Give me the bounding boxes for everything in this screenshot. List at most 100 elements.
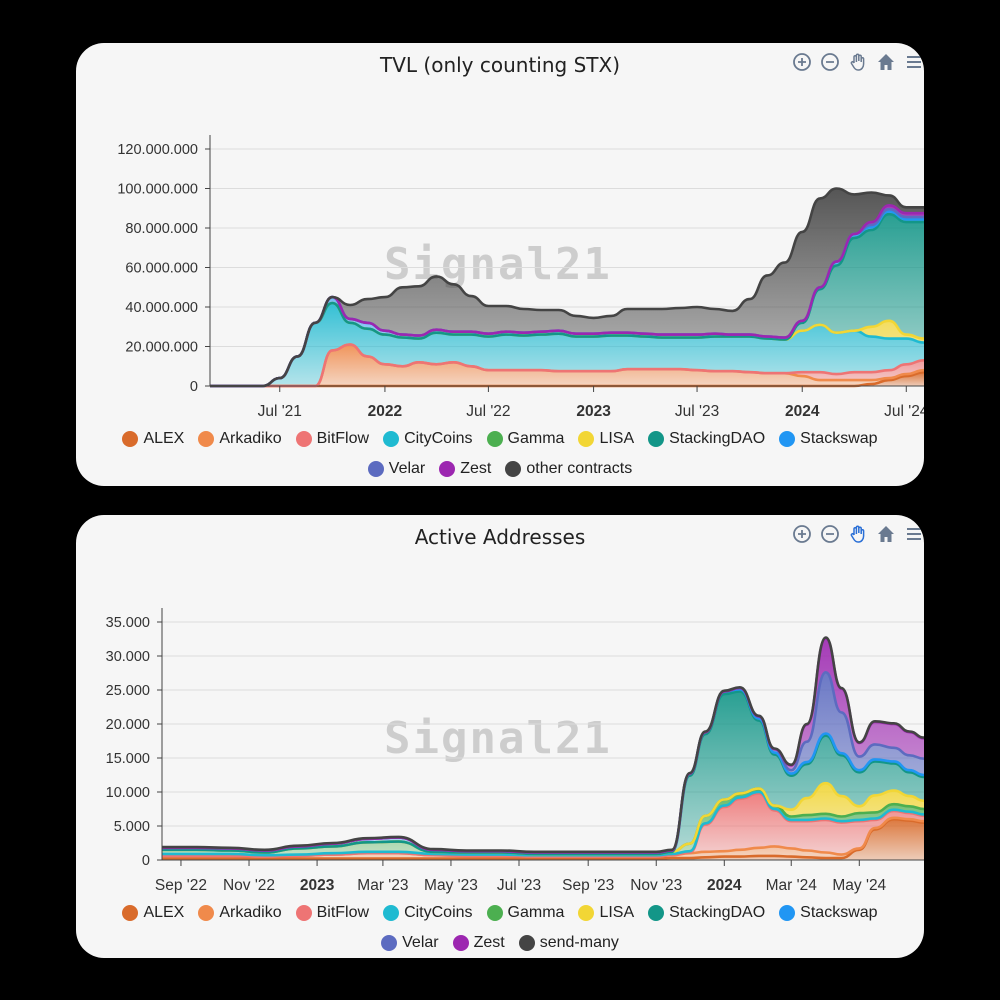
legend-item-zest[interactable]: Zest bbox=[452, 934, 505, 952]
line-bitflow bbox=[210, 343, 924, 388]
legend-item-stackingdao[interactable]: StackingDAO bbox=[648, 904, 765, 922]
legend-swatch bbox=[452, 935, 469, 951]
stacked-areas bbox=[161, 636, 924, 860]
tvl-plot[interactable]: 0 20.000.000 40.000.000 60.000.000 80.000.00… bbox=[76, 43, 924, 423]
y-tick-label: 20.000.000 bbox=[125, 340, 198, 356]
x-tick-label: Nov '22 bbox=[223, 877, 275, 894]
legend-label: Stackswap bbox=[800, 904, 878, 921]
legend-item-bitflow[interactable]: BitFlow bbox=[295, 904, 369, 922]
x-tick-label: 2023 bbox=[576, 403, 611, 420]
legend-swatch bbox=[295, 431, 312, 447]
legend-item-zest[interactable]: Zest bbox=[439, 460, 491, 478]
y-tick-label: 60.000.000 bbox=[125, 261, 198, 277]
legend-label: CityCoins bbox=[404, 904, 473, 921]
active-addresses-legend: ALEX Arkadiko BitFlow CityCoins Gamma LISA Sta… bbox=[76, 904, 924, 952]
line-send-many bbox=[162, 636, 924, 854]
pan-hand-icon[interactable] bbox=[848, 51, 868, 73]
home-icon[interactable] bbox=[876, 523, 896, 545]
home-icon[interactable] bbox=[876, 51, 896, 73]
menu-icon[interactable] bbox=[904, 51, 924, 73]
area-other-contracts[interactable] bbox=[210, 188, 924, 387]
legend-swatch bbox=[295, 905, 312, 921]
legend-item-alex[interactable]: ALEX bbox=[122, 904, 184, 922]
legend-item-lisa[interactable]: LISA bbox=[578, 904, 634, 922]
legend-label: Zest bbox=[460, 460, 492, 477]
legend-item-lisa[interactable]: LISA bbox=[578, 430, 634, 448]
y-tick-label: 0 bbox=[142, 853, 150, 869]
zoom-out-icon[interactable] bbox=[820, 51, 840, 73]
legend-swatch bbox=[122, 431, 139, 447]
legend-item-velar[interactable]: Velar bbox=[367, 460, 426, 478]
zoom-out-icon[interactable] bbox=[820, 523, 840, 545]
legend-item-other-contracts[interactable]: other contracts bbox=[505, 460, 632, 478]
zoom-in-icon[interactable] bbox=[792, 523, 812, 545]
legend-item-gamma[interactable]: Gamma bbox=[486, 904, 565, 922]
x-tick-label: 2024 bbox=[707, 877, 742, 894]
chart-toolbar bbox=[792, 51, 924, 73]
x-tick-label: Mar '24 bbox=[766, 877, 818, 894]
line-alex bbox=[161, 817, 924, 860]
y-tick-label: 25.000 bbox=[106, 683, 150, 699]
legend-swatch bbox=[518, 935, 535, 951]
chart-toolbar bbox=[792, 523, 924, 545]
legend-swatch bbox=[578, 431, 595, 447]
legend-item-citycoins[interactable]: CityCoins bbox=[383, 904, 473, 922]
legend-item-bitflow[interactable]: BitFlow bbox=[295, 430, 370, 448]
y-tick-label: 35.000 bbox=[106, 615, 150, 631]
area-citycoins[interactable] bbox=[210, 303, 924, 386]
legend-label: send-many bbox=[539, 934, 619, 951]
legend-swatch bbox=[198, 905, 215, 921]
legend-item-send-many[interactable]: send-many bbox=[518, 934, 619, 952]
legend-label: CityCoins bbox=[404, 430, 473, 447]
legend-swatch bbox=[198, 431, 215, 447]
legend-swatch bbox=[439, 461, 456, 477]
legend-label: ALEX bbox=[143, 904, 185, 921]
legend-label: Gamma bbox=[507, 904, 565, 921]
x-tick-label: 2022 bbox=[368, 403, 402, 420]
legend-item-stackswap[interactable]: Stackswap bbox=[779, 904, 878, 922]
legend-label: BitFlow bbox=[316, 430, 370, 447]
legend-label: other contracts bbox=[526, 460, 633, 477]
legend-swatch bbox=[648, 431, 665, 447]
line-bitflow bbox=[162, 792, 924, 858]
x-tick-label: 2023 bbox=[300, 877, 335, 894]
tvl-legend: ALEX Arkadiko BitFlow CityCoins Gamma LISA Sta… bbox=[76, 430, 924, 478]
x-tick-label: Jul '23 bbox=[497, 877, 541, 894]
area-stackingdao[interactable] bbox=[162, 691, 924, 854]
y-tick-label: 120.000.000 bbox=[117, 142, 198, 158]
chart-title: Active Addresses bbox=[414, 525, 586, 549]
area-bitflow[interactable] bbox=[162, 793, 924, 857]
x-tick-label: Nov '23 bbox=[630, 877, 682, 894]
y-tick-label: 10.000 bbox=[106, 785, 150, 801]
active-addresses-chart-card: Active Addresses Signal21 0 5.000 10.000 15… bbox=[76, 515, 924, 958]
legend-swatch bbox=[383, 431, 400, 447]
y-tick-label: 15.000 bbox=[106, 751, 150, 767]
y-tick-label: 100.000.000 bbox=[117, 182, 198, 198]
pan-hand-icon[interactable] bbox=[848, 523, 868, 545]
menu-icon[interactable] bbox=[904, 523, 924, 545]
legend-item-arkadiko[interactable]: Arkadiko bbox=[198, 904, 282, 922]
legend-item-gamma[interactable]: Gamma bbox=[486, 430, 564, 448]
zoom-in-icon[interactable] bbox=[792, 51, 812, 73]
legend-label: Velar bbox=[388, 460, 426, 477]
legend-swatch bbox=[381, 935, 398, 951]
legend-swatch bbox=[648, 905, 665, 921]
x-tick-label: Jul '22 bbox=[466, 403, 510, 420]
legend-label: Velar bbox=[402, 934, 439, 951]
active-addresses-plot[interactable]: 0 5.000 10.000 15.000 20.000 25.000 30.000 35.0… bbox=[76, 515, 924, 895]
legend-item-alex[interactable]: ALEX bbox=[122, 430, 184, 448]
legend-item-velar[interactable]: Velar bbox=[381, 934, 439, 952]
y-tick-label: 0 bbox=[190, 379, 198, 395]
y-tick-label: 5.000 bbox=[114, 819, 150, 835]
legend-item-citycoins[interactable]: CityCoins bbox=[383, 430, 473, 448]
legend-label: StackingDAO bbox=[669, 430, 766, 447]
legend-label: LISA bbox=[599, 904, 635, 921]
legend-label: Arkadiko bbox=[219, 904, 282, 921]
legend-item-stackingdao[interactable]: StackingDAO bbox=[648, 430, 765, 448]
line-zest bbox=[210, 204, 924, 388]
legend-item-stackswap[interactable]: Stackswap bbox=[779, 430, 878, 448]
legend-swatch bbox=[486, 905, 503, 921]
stacked-areas bbox=[210, 187, 924, 388]
area-arkadiko[interactable] bbox=[210, 344, 924, 387]
legend-item-arkadiko[interactable]: Arkadiko bbox=[198, 430, 282, 448]
